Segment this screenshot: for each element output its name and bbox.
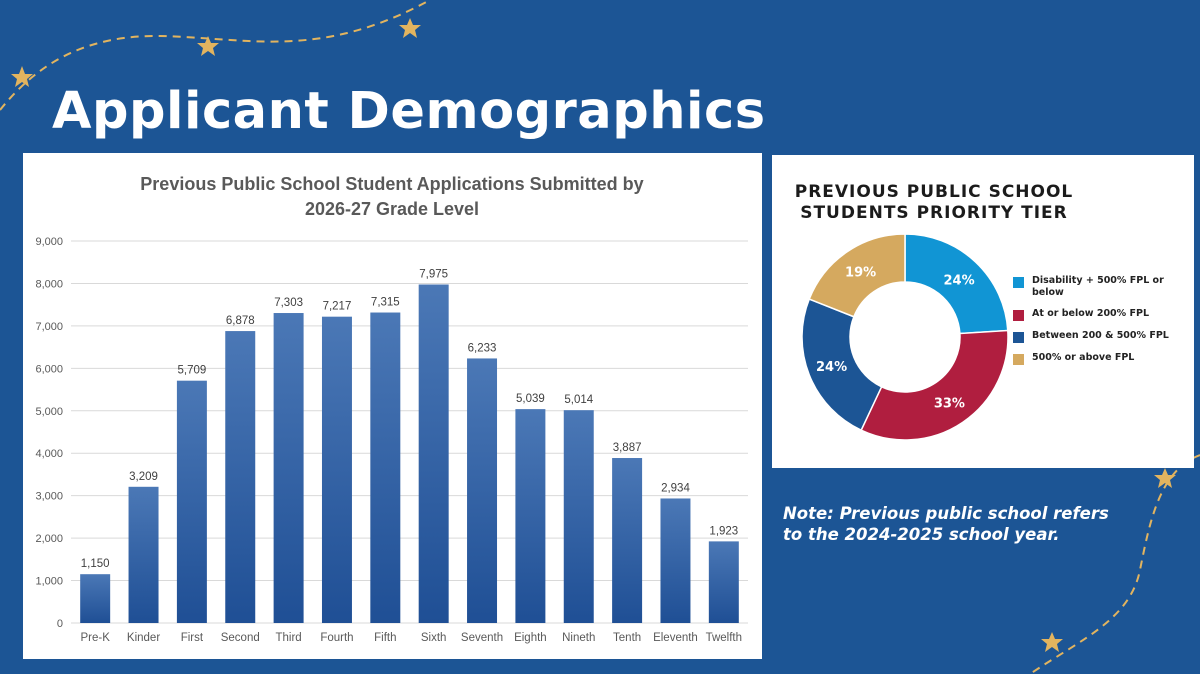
bar-chart: Previous Public School Student Applicati… (35, 174, 748, 644)
legend-swatch (1013, 310, 1024, 321)
legend-label: Disability + 500% FPL or below (1032, 275, 1164, 298)
x-tick-label: Pre-K (80, 632, 110, 644)
star-icon (1154, 468, 1176, 488)
y-tick-label: 2,000 (35, 533, 63, 545)
data-label: 3,209 (129, 471, 158, 483)
donut-chart-title-line: STUDENTS PRIORITY TIER (800, 203, 1068, 223)
y-tick-label: 6,000 (35, 363, 63, 375)
bar (225, 331, 256, 623)
donut-legend: Disability + 500% FPL or below At or bel… (1013, 275, 1182, 374)
legend-item: Between 200 & 500% FPL (1013, 330, 1182, 343)
y-tick-label: 4,000 (35, 448, 63, 460)
slice-label: 19% (845, 266, 876, 281)
bar (128, 486, 159, 623)
legend-item: At or below 200% FPL (1013, 308, 1182, 321)
footnote: Note: Previous public school refers to t… (783, 504, 1109, 544)
legend-label: At or below 200% FPL (1032, 308, 1149, 319)
star-icon (197, 36, 219, 56)
donut-chart: 24% 33% 24% 19% (801, 233, 1009, 441)
bar (176, 380, 207, 623)
bar (273, 313, 304, 623)
legend-item: Disability + 500% FPL or below (1013, 275, 1182, 299)
bar (80, 574, 111, 623)
y-tick-label: 0 (57, 618, 63, 630)
data-label: 1,923 (709, 525, 738, 537)
data-label: 7,975 (419, 269, 448, 281)
donut-slice (904, 233, 1009, 335)
legend-swatch (1013, 277, 1024, 288)
legend-item: 500% or above FPL (1013, 352, 1182, 365)
data-label: 5,014 (564, 394, 593, 406)
bar (370, 312, 401, 623)
bar (321, 316, 352, 623)
x-tick-label: Fourth (320, 632, 353, 644)
star-icon (399, 18, 421, 38)
legend-swatch (1013, 332, 1024, 343)
x-tick-label: Kinder (127, 632, 160, 644)
x-tick-label: Second (221, 632, 260, 644)
x-tick-label: Eighth (514, 632, 547, 644)
data-label: 1,150 (81, 558, 110, 570)
x-tick-label: Eleventh (653, 632, 698, 644)
star-icon (11, 66, 33, 87)
data-label: 5,039 (516, 393, 545, 405)
y-tick-label: 5,000 (35, 406, 63, 418)
donut-slice (801, 298, 883, 432)
x-tick-label: Seventh (461, 632, 503, 644)
data-label: 6,878 (226, 315, 255, 327)
bar (418, 284, 449, 623)
slice-label: 24% (816, 360, 847, 375)
slice-label: 33% (934, 396, 965, 411)
legend-label: Between 200 & 500% FPL (1032, 330, 1169, 341)
data-label: 7,217 (323, 301, 352, 313)
bar (708, 541, 739, 623)
y-tick-label: 9,000 (35, 236, 63, 248)
bar-chart-title: 2026-27 Grade Level (305, 199, 479, 219)
data-label: 7,315 (371, 297, 400, 309)
data-label: 3,887 (613, 442, 642, 454)
y-tick-label: 7,000 (35, 321, 63, 333)
data-label: 7,303 (274, 297, 303, 309)
legend-label: 500% or above FPL (1032, 352, 1135, 363)
page-title: Applicant Demographics (52, 82, 766, 141)
x-tick-label: First (181, 632, 204, 644)
data-label: 6,233 (468, 342, 497, 354)
x-tick-label: Tenth (613, 632, 641, 644)
x-tick-label: Twelfth (706, 632, 742, 644)
donut-slice (860, 329, 1009, 441)
bar-chart-title: Previous Public School Student Applicati… (140, 174, 643, 194)
x-tick-label: Nineth (562, 632, 595, 644)
donut-slice (808, 233, 906, 318)
donut-chart-title-line: PREVIOUS PUBLIC SCHOOL (794, 182, 1074, 202)
bar (467, 358, 498, 623)
data-label: 2,934 (661, 482, 690, 494)
bar-chart-panel: Previous Public School Student Applicati… (23, 153, 762, 659)
donut-chart-panel: PREVIOUS PUBLIC SCHOOL STUDENTS PRIORITY… (772, 155, 1194, 468)
bar (612, 458, 643, 623)
star-icon (1041, 632, 1063, 652)
bar (660, 498, 691, 623)
data-label: 5,709 (178, 365, 207, 377)
bar (515, 409, 546, 623)
bar (563, 410, 594, 623)
y-tick-label: 8,000 (35, 278, 63, 290)
y-tick-label: 3,000 (35, 491, 63, 503)
x-tick-label: Fifth (374, 632, 396, 644)
slice-label: 24% (944, 273, 975, 288)
donut-chart-title: PREVIOUS PUBLIC SCHOOL STUDENTS PRIORITY… (784, 182, 1084, 224)
x-tick-label: Sixth (421, 632, 447, 644)
legend-swatch (1013, 354, 1024, 365)
x-tick-label: Third (276, 632, 302, 644)
y-tick-label: 1,000 (35, 576, 63, 588)
